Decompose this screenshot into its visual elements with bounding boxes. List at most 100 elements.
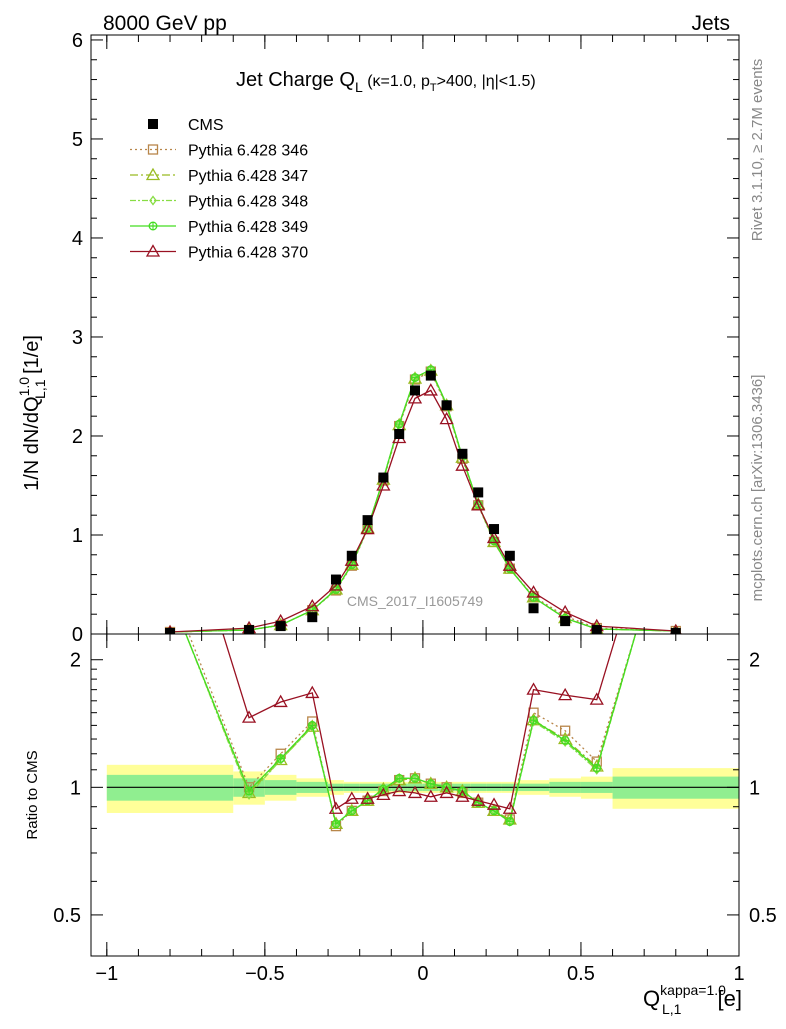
legend: CMS Pythia 6.428 346 Pythia 6.428 347 Pythi… [130, 117, 308, 262]
ratio-series-line [188, 634, 637, 828]
ratio-y-axis-label: Ratio to CMS [24, 750, 41, 839]
ratio-plot-panel: 0.5 0.5 1 1 2 2 [53, 633, 777, 957]
ratio-plot-frame [90, 633, 740, 957]
watermark: CMS_2017_I1605749 [347, 593, 483, 609]
ratio-data-point [526, 682, 541, 695]
ratio-uncertainty-bands [106, 764, 739, 813]
ratio-y-ticks: 0.5 0.5 1 1 2 2 [53, 650, 777, 927]
main-data-point [489, 524, 500, 535]
chart-title: Jet Charge QL (κ=1.0, pT>400, |η|<1.5) [236, 69, 536, 95]
ratio-data-point [307, 720, 317, 730]
legend-label: Pythia 6.428 346 [188, 143, 308, 160]
legend-marker [148, 221, 158, 231]
ratio-data-point [558, 687, 573, 701]
main-data-point [471, 497, 486, 511]
main-data-point [504, 550, 515, 561]
ratio-y-tick-label-right: 1 [749, 777, 760, 799]
ratio-series-group [185, 634, 637, 832]
ratio-y-tick-label: 1 [70, 777, 81, 799]
ratio-data-point [331, 819, 341, 829]
main-data-point [528, 603, 539, 614]
main-data-point [244, 625, 255, 634]
main-data-point [376, 478, 391, 491]
main-data-point [473, 487, 484, 498]
ratio-data-point [241, 710, 257, 723]
ratio-data-point [589, 692, 604, 705]
legend-label: Pythia 6.428 348 [188, 194, 308, 211]
ratio-data-point [486, 797, 502, 810]
ratio-data-point [439, 785, 454, 799]
ratio-data-point [276, 753, 286, 763]
ratio-data-point [410, 773, 420, 783]
ratio-y-tick-label: 0.5 [53, 905, 81, 927]
ratio-data-point [347, 806, 357, 816]
main-data-point [439, 411, 454, 425]
ratio-data-point [407, 785, 423, 799]
x-tick-label: 0 [417, 963, 428, 985]
main-data-point [455, 458, 470, 471]
main-data-point [407, 391, 423, 404]
main-data-point [486, 530, 502, 544]
legend-marker [145, 244, 161, 257]
ratio-series [185, 634, 637, 829]
main-y-tick-label: 2 [72, 426, 83, 448]
header-jets-label: Jets [691, 12, 730, 35]
main-y-tick-label: 4 [72, 228, 83, 250]
ratio-data-point [244, 786, 254, 796]
x-axis-ticks: −1 −0.5 0 0.5 1 [95, 35, 745, 985]
ratio-data-point [328, 801, 344, 814]
ratio-data-point [529, 715, 538, 725]
main-data-point [360, 521, 375, 535]
main-y-tick-label: 6 [72, 30, 83, 52]
ratio-data-point [426, 779, 436, 789]
x-tick-label: 0.5 [567, 963, 595, 985]
ratio-series-line [185, 634, 637, 826]
ratio-y-tick-label: 2 [70, 650, 81, 672]
legend-entry: Pythia 6.428 346 [130, 143, 308, 160]
main-data-point [394, 429, 405, 440]
ratio-data-point [560, 735, 570, 745]
ratio-data-point [245, 789, 253, 800]
main-y-tick-label: 3 [72, 327, 83, 349]
legend-marker [147, 144, 159, 155]
main-data-point [441, 400, 452, 411]
main-data-point [328, 578, 344, 591]
main-series-line [169, 389, 676, 633]
legend-label: Pythia 6.428 347 [188, 168, 308, 185]
legend-label: CMS [188, 117, 224, 134]
header-energy-label: 8000 GeV pp [103, 12, 227, 35]
ratio-y-tick-label-right: 0.5 [749, 905, 777, 927]
mcplots-label: mcplots.cern.ch [arXiv:1306.3436] [749, 375, 766, 602]
legend-entry: Pythia 6.428 349 [130, 219, 308, 236]
main-y-tick-label: 5 [72, 129, 83, 151]
ratio-data-point [502, 801, 517, 814]
main-data-point [502, 558, 517, 571]
main-data-point [410, 385, 420, 396]
ratio-data-point [559, 725, 571, 736]
main-y-tick-label: 1 [72, 525, 83, 547]
legend-label: Pythia 6.428 370 [188, 245, 308, 262]
ratio-data-point [273, 694, 288, 708]
rivet-version-label: Rivet 3.1.10, ≥ 2.7M events [749, 59, 766, 242]
ratio-series [222, 634, 618, 814]
main-data-point [346, 550, 357, 561]
legend-entry: Pythia 6.428 370 [130, 244, 308, 262]
main-data-point [362, 515, 373, 526]
main-y-tick-label: 0 [72, 624, 83, 646]
ratio-data-point [423, 789, 438, 802]
main-data-point [526, 585, 541, 598]
legend-entry: Pythia 6.428 348 [130, 194, 308, 211]
ratio-data-point [376, 787, 391, 800]
x-tick-label: 1 [733, 963, 744, 985]
main-data-point [410, 373, 420, 383]
main-data-point [423, 383, 438, 396]
ratio-series-line [222, 634, 618, 810]
main-y-ticks: 0 1 2 3 4 5 6 [72, 30, 739, 646]
x-tick-label: −0.5 [245, 963, 284, 985]
ratio-data-point [392, 783, 407, 797]
main-data-point [457, 448, 468, 459]
x-axis-label: Qkappa=1.0 L,1 [e] [643, 982, 742, 1017]
ratio-data-point [305, 685, 320, 699]
main-data-point [307, 612, 318, 623]
